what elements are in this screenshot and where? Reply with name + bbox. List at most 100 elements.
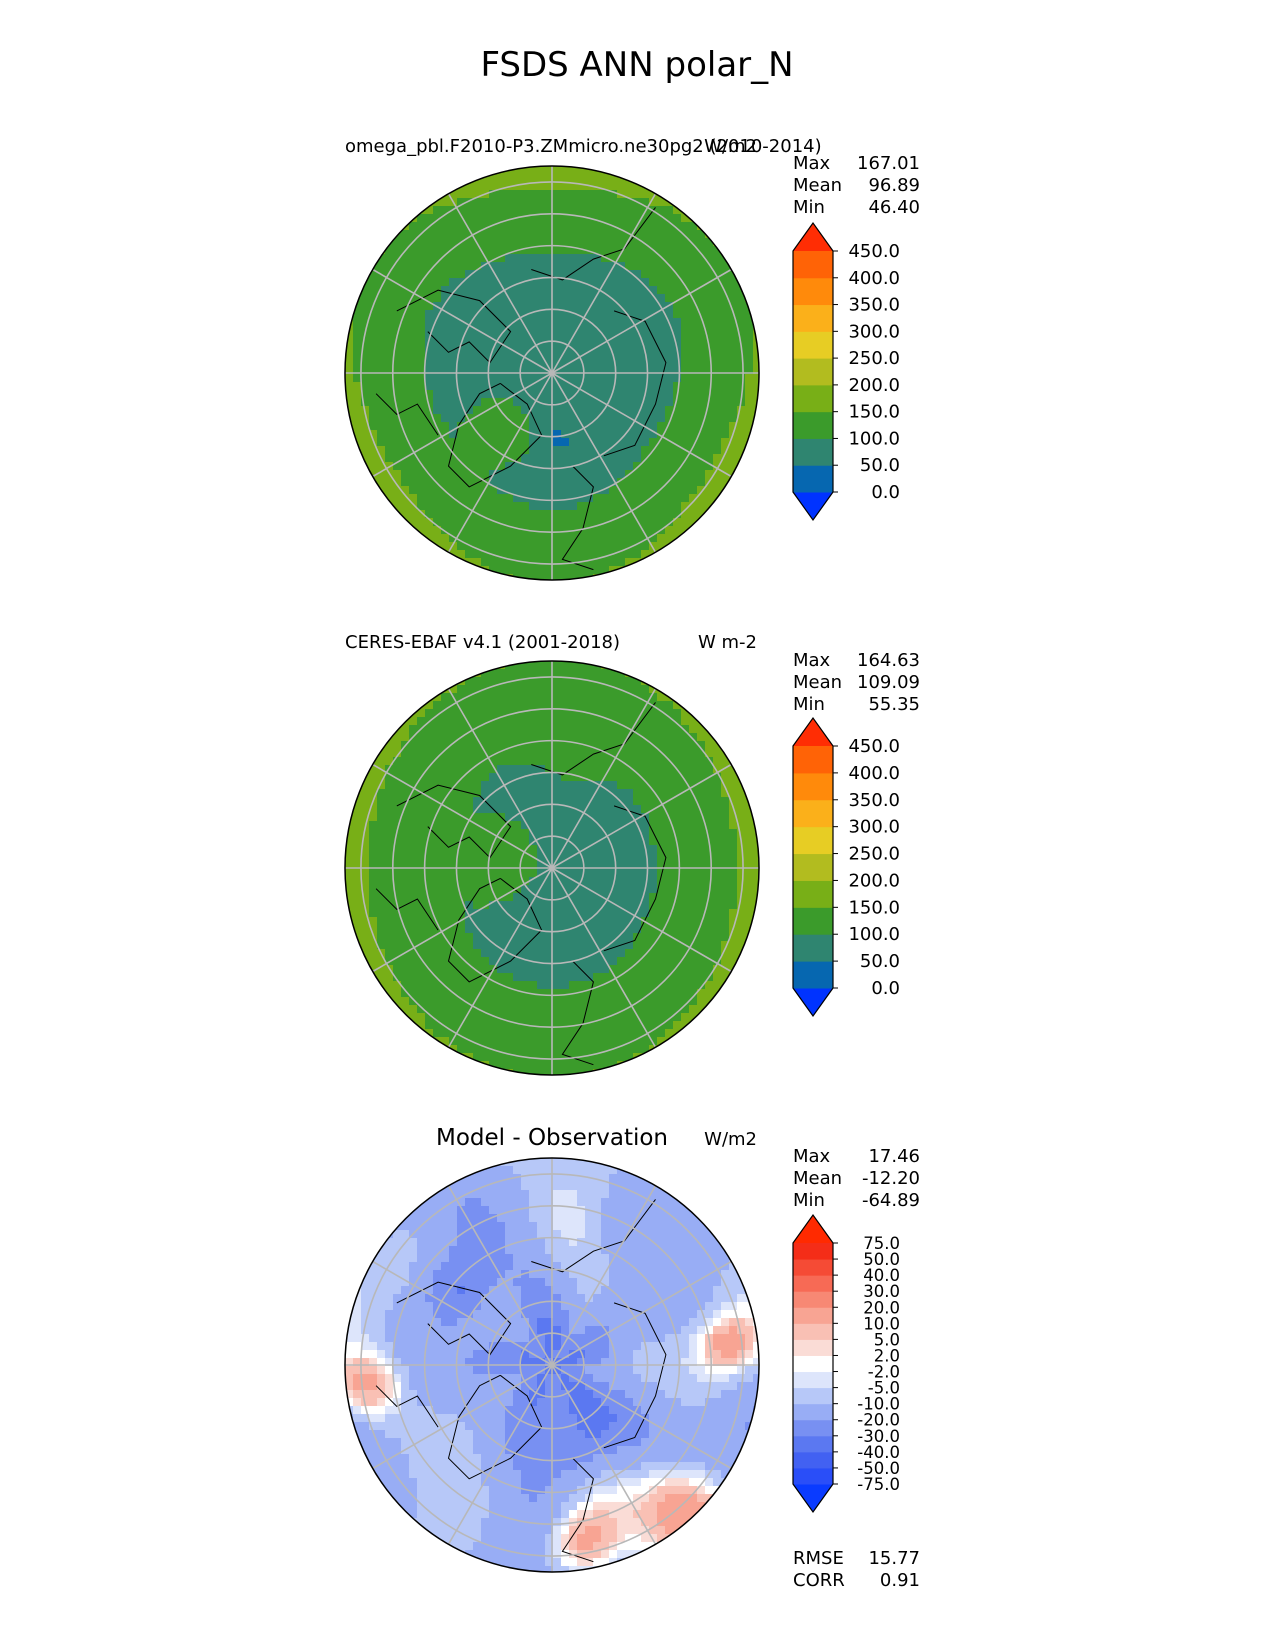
panel-model-stat-label: Max <box>793 153 831 174</box>
panel-model-colorbar: 0.0 50.0 100.0 150.0 200.0 250.0 300.0 350.0 400… <box>792 221 900 522</box>
panel-obs-colorbar: 0.0 50.0 100.0 150.0 200.0 250.0 300.0 350.0 400… <box>792 716 900 1018</box>
panel-diff-metric-label: CORR <box>793 1570 845 1591</box>
panel-obs-colorbar-bin <box>793 934 833 962</box>
panel-model-colorbar-extend-min <box>793 492 833 520</box>
panel-model-meridian <box>447 372 553 553</box>
panel-model-meridian <box>551 372 657 553</box>
panel-diff-metric-value: 15.77 <box>868 1548 920 1569</box>
panel-obs-meridian <box>447 867 553 1048</box>
panel-diff-colorbar-tick-label: 75.0 <box>863 1234 900 1253</box>
panel-obs-meridian <box>372 763 553 869</box>
panel-obs-colorbar-tick-label: 0.0 <box>871 978 900 999</box>
panel-diff-stat-value: -64.89 <box>862 1190 920 1211</box>
panel-diff-meridian <box>551 1185 657 1366</box>
panel-obs-colorbar-extend-min <box>793 988 833 1016</box>
panel-diff-metrics: RMSE 15.77 CORR 0.91 <box>793 1548 920 1591</box>
panel-model-colorbar-bin <box>793 251 833 279</box>
panel-obs-meridian <box>551 688 657 869</box>
panel-obs-colorbar-tick-label: 450.0 <box>848 736 900 757</box>
panel-obs-colorbar-bin <box>793 907 833 935</box>
panel-diff-stat-label: Max <box>793 1146 831 1167</box>
panel-obs-colorbar-bin <box>793 853 833 881</box>
panel-obs-stat-value: 109.09 <box>857 672 920 693</box>
panel-diff-colorbar-bin <box>793 1339 833 1356</box>
panel-diff-colorbar-extend-min <box>793 1484 833 1512</box>
panel-diff-coastline <box>603 1302 667 1449</box>
panel-obs-colorbar-tick-label: 400.0 <box>848 763 900 784</box>
panel-diff-metric-label: RMSE <box>793 1548 844 1569</box>
panel-model-meridian <box>551 268 732 374</box>
panel-obs-colorbar-tick-label: 150.0 <box>848 897 900 918</box>
panel-obs-title-right: W m-2 <box>698 632 757 653</box>
panel-model-meridian <box>447 193 553 374</box>
panel-diff-colorbar-bin <box>793 1291 833 1308</box>
panel-obs-colorbar-tick-label: 200.0 <box>848 870 900 891</box>
panel-diff-stat-value: 17.46 <box>868 1146 920 1167</box>
panel-diff-meridian <box>372 1260 553 1366</box>
panel-model-colorbar-bin <box>793 411 833 439</box>
panel-obs-coastline <box>375 888 439 931</box>
panel-obs-graticule <box>345 661 759 1075</box>
panel-obs-colorbar-bin <box>793 799 833 828</box>
panel-obs: CERES-EBAF v4.1 (2001-2018) W m-2 Max 164… <box>344 632 920 1076</box>
panel-diff-graticule <box>345 1158 759 1572</box>
panel-model-title-left: omega_pbl.F2010-P3.ZMmicro.ne30pg2 (2010… <box>345 136 822 157</box>
panel-model-colorbar-tick-label: 50.0 <box>860 455 900 476</box>
panel-diff-colorbar-tick-label: 30.0 <box>863 1282 900 1301</box>
panel-diff-meridian <box>372 1364 553 1470</box>
panel-diff-coastline <box>447 1374 543 1480</box>
panel-obs-coastline <box>396 784 512 859</box>
panel-diff-colorbar-tick-label: 50.0 <box>863 1250 900 1269</box>
panel-obs-stat-value: 55.35 <box>868 694 920 715</box>
panel-diff-title-center: Model - Observation <box>436 1125 668 1151</box>
panel-obs-coastline <box>447 877 543 983</box>
panel-obs-map-border <box>344 660 760 1076</box>
panel-model-colorbar-bin <box>793 384 833 413</box>
panel-model-map <box>344 165 760 581</box>
panel-diff-colorbar-tick-label: -5.0 <box>868 1379 900 1398</box>
panel-diff-colorbar-bin <box>793 1467 833 1485</box>
panel-obs-stat-label: Min <box>793 694 825 715</box>
panel-model-stat-label: Min <box>793 197 825 218</box>
panel-diff-colorbar-extend-max <box>793 1215 833 1243</box>
panel-diff-colorbar-tick-label: -40.0 <box>857 1443 900 1462</box>
panel-diff-colorbar-bin <box>793 1323 833 1340</box>
panel-diff-meridian <box>447 1185 553 1366</box>
panel-obs-colorbar-bin <box>793 772 833 801</box>
panel-obs-meridian <box>372 867 553 973</box>
panel-obs-colorbar-tick-label: 50.0 <box>860 951 900 972</box>
panel-diff-coastline <box>375 1385 439 1428</box>
panel-model-colorbar-tick-label: 150.0 <box>848 402 900 423</box>
panel-model-colorbar-tick-label: 100.0 <box>848 428 900 449</box>
panel-diff-meridian <box>551 1364 657 1545</box>
panel-diff-meridian <box>551 1260 732 1366</box>
panel-obs-coastline <box>603 805 667 952</box>
panel-model-stat-value: 46.40 <box>868 197 920 218</box>
panel-obs-stats: Max 164.63 Mean 109.09 Min 55.35 <box>793 650 920 715</box>
panel-obs-meridian <box>447 688 553 869</box>
panel-model-colorbar-bin <box>793 331 833 359</box>
panel-diff-meridian <box>551 1364 732 1470</box>
panel-obs-colorbar-bin <box>793 880 833 908</box>
panel-diff-colorbar-bin <box>793 1419 833 1437</box>
panel-obs-stat-value: 164.63 <box>857 650 920 671</box>
panel-diff-title-right: W/m2 <box>704 1129 757 1150</box>
panel-diff-colorbar-bin <box>793 1243 833 1260</box>
panel-diff-colorbar-bin <box>793 1435 833 1453</box>
panel-diff-colorbar-bin <box>793 1371 833 1389</box>
panel-diff-stat-label: Min <box>793 1190 825 1211</box>
panel-model-colorbar-bin <box>793 358 833 386</box>
panel-model-stat-value: 167.01 <box>857 153 920 174</box>
panel-model-colorbar-tick-label: 200.0 <box>848 375 900 396</box>
panel-diff-colorbar-tick-label: 20.0 <box>863 1298 900 1317</box>
panel-obs-colorbar-tick-label: 300.0 <box>848 817 900 838</box>
panel-diff-colorbar-tick-label: -20.0 <box>857 1411 900 1430</box>
panel-diff-colorbar-tick-label: -2.0 <box>868 1363 900 1382</box>
panel-diff-stat-label: Mean <box>793 1168 842 1189</box>
panel-obs-stat-label: Mean <box>793 672 842 693</box>
panel-model-coastline <box>396 289 512 364</box>
panel-diff-colorbar-tick-label: 10.0 <box>863 1314 900 1333</box>
panel-model-colorbar-tick-label: 0.0 <box>871 482 900 503</box>
panel-model-map-border <box>344 165 760 581</box>
